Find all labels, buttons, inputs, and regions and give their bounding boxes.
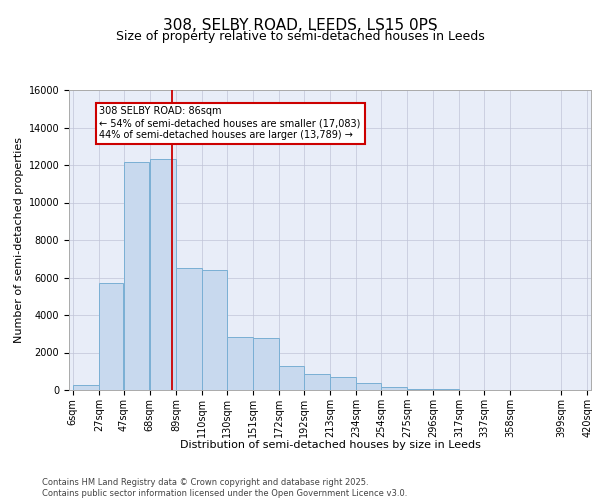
Bar <box>253 338 279 390</box>
Bar <box>407 388 433 390</box>
Bar <box>150 160 176 390</box>
Bar <box>227 336 253 390</box>
Bar <box>176 268 202 390</box>
Text: 308 SELBY ROAD: 86sqm
← 54% of semi-detached houses are smaller (17,083)
44% of : 308 SELBY ROAD: 86sqm ← 54% of semi-deta… <box>100 106 361 140</box>
Bar <box>124 162 149 390</box>
Bar <box>356 383 380 390</box>
Bar <box>99 283 124 390</box>
Bar <box>280 366 304 390</box>
Bar <box>73 385 98 390</box>
Bar <box>331 377 356 390</box>
X-axis label: Distribution of semi-detached houses by size in Leeds: Distribution of semi-detached houses by … <box>179 440 481 450</box>
Text: Size of property relative to semi-detached houses in Leeds: Size of property relative to semi-detach… <box>116 30 484 43</box>
Bar <box>381 387 407 390</box>
Text: 308, SELBY ROAD, LEEDS, LS15 0PS: 308, SELBY ROAD, LEEDS, LS15 0PS <box>163 18 437 32</box>
Bar <box>202 270 227 390</box>
Text: Contains HM Land Registry data © Crown copyright and database right 2025.
Contai: Contains HM Land Registry data © Crown c… <box>42 478 407 498</box>
Bar <box>304 374 329 390</box>
Y-axis label: Number of semi-detached properties: Number of semi-detached properties <box>14 137 25 343</box>
